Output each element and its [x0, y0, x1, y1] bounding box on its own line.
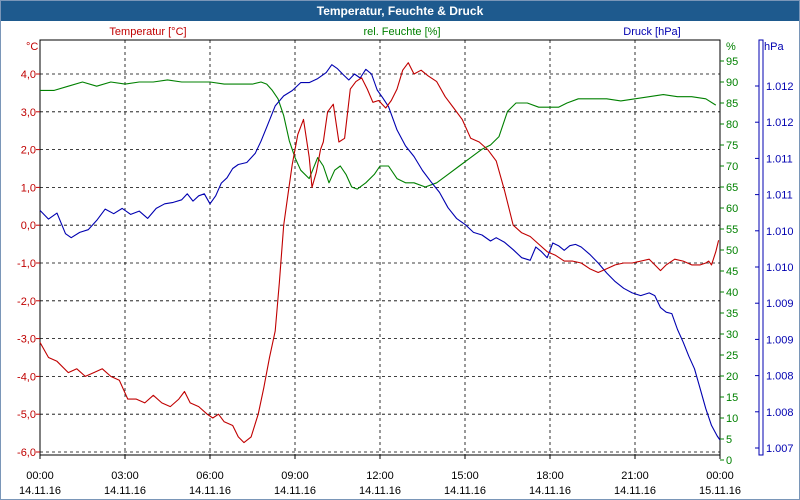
- temp-tick-label: 4,0: [21, 69, 36, 81]
- x-tick-date: 14.11.16: [189, 485, 231, 497]
- x-tick-time: 09:00: [281, 470, 309, 482]
- x-tick-date: 14.11.16: [359, 485, 401, 497]
- chart-title: Temperatur, Feuchte & Druck: [1, 1, 799, 21]
- pressure-tick-label: 1.012: [766, 117, 794, 129]
- humidity-tick-label: 15: [726, 392, 738, 404]
- pressure-unit-label: hPa: [764, 41, 784, 53]
- temp-tick-label: -6,0: [17, 447, 36, 459]
- pressure-tick-label: 1.008: [766, 407, 794, 419]
- humidity-tick-label: 70: [726, 161, 738, 173]
- temp-tick-label: 0,0: [21, 220, 36, 232]
- humidity-tick-label: 95: [726, 56, 738, 68]
- grid-lines: [40, 40, 720, 455]
- temp-tick-label: -4,0: [17, 371, 36, 383]
- pressure-tick-label: 1.007: [766, 443, 794, 455]
- data-series: [39, 62, 721, 444]
- humidity-tick-label: 90: [726, 77, 738, 89]
- x-tick-time: 03:00: [111, 470, 139, 482]
- temp-tick-label: -1,0: [17, 258, 36, 270]
- humidity-tick-label: 5: [726, 434, 732, 446]
- temp-tick-label: 2,0: [21, 145, 36, 157]
- humidity-tick-label: 40: [726, 287, 738, 299]
- pressure-tick-label: 1.011: [766, 190, 793, 202]
- x-tick-time: 06:00: [196, 470, 224, 482]
- x-tick-time: 21:00: [621, 470, 649, 482]
- pressure-tick-label: 1.009: [766, 334, 794, 346]
- humidity-tick-label: 65: [726, 182, 738, 194]
- x-tick-time: 00:00: [706, 470, 734, 482]
- temperature-legend: Temperatur [°C]: [109, 26, 186, 38]
- humidity-tick-label: 30: [726, 329, 738, 341]
- pressure-axis-band: [758, 39, 764, 456]
- pressure-tick-label: 1.008: [766, 371, 794, 383]
- plot-area: [39, 39, 721, 456]
- pressure-legend: Druck [hPa]: [623, 26, 680, 38]
- humidity-unit-label: %: [726, 41, 736, 53]
- x-tick-date: 14.11.16: [529, 485, 571, 497]
- temperature-series-line: [39, 62, 720, 444]
- pressure-tick-label: 1.010: [766, 226, 794, 238]
- humidity-tick-label: 60: [726, 203, 738, 215]
- temp-unit-label: °C: [26, 41, 38, 53]
- humidity-tick-label: 75: [726, 140, 738, 152]
- pressure-tick-label: 1.009: [766, 298, 794, 310]
- pressure-series-line: [39, 64, 721, 441]
- humidity-tick-label: 50: [726, 245, 738, 257]
- temp-tick-label: -2,0: [17, 296, 36, 308]
- temp-tick-label: -5,0: [17, 409, 36, 421]
- pressure-tick-label: 1.011: [766, 153, 793, 165]
- humidity-tick-label: 20: [726, 371, 738, 383]
- humidity-tick-label: 85: [726, 98, 738, 110]
- temp-tick-label: 3,0: [21, 107, 36, 119]
- axis-ticks: 00:00 14.11.16 03:00 14.11.16 06:00 14.11.16 0…: [17, 56, 741, 497]
- temp-tick-label: -3,0: [17, 334, 36, 346]
- x-tick-date: 14.11.16: [444, 485, 486, 497]
- x-tick-date: 14.11.16: [274, 485, 316, 497]
- x-tick-date: 14.11.16: [614, 485, 656, 497]
- humidity-series-line: [40, 79, 717, 190]
- temp-tick-label: 1,0: [21, 182, 36, 194]
- x-tick-date: 14.11.16: [104, 485, 146, 497]
- pressure-axis: 1.012 1.012 1.011 1.011 1.010 1.010 1.009 1.009…: [755, 39, 794, 456]
- pressure-tick-label: 1.010: [766, 262, 794, 274]
- x-tick-date: 15.11.16: [699, 485, 741, 497]
- humidity-tick-label: 80: [726, 119, 738, 131]
- humidity-tick-label: 35: [726, 308, 738, 320]
- humidity-tick-label: 55: [726, 224, 738, 236]
- x-tick-time: 00:00: [26, 470, 54, 482]
- x-tick-time: 18:00: [536, 470, 564, 482]
- pressure-tick-label: 1.012: [766, 81, 794, 93]
- humidity-tick-label: 0: [726, 455, 732, 467]
- x-tick-date: 14.11.16: [19, 485, 61, 497]
- humidity-tick-label: 25: [726, 350, 738, 362]
- x-tick-time: 12:00: [366, 470, 394, 482]
- x-tick-time: 15:00: [451, 470, 479, 482]
- humidity-tick-label: 45: [726, 266, 738, 278]
- humidity-legend: rel. Feuchte [%]: [363, 26, 440, 38]
- humidity-tick-label: 10: [726, 413, 738, 425]
